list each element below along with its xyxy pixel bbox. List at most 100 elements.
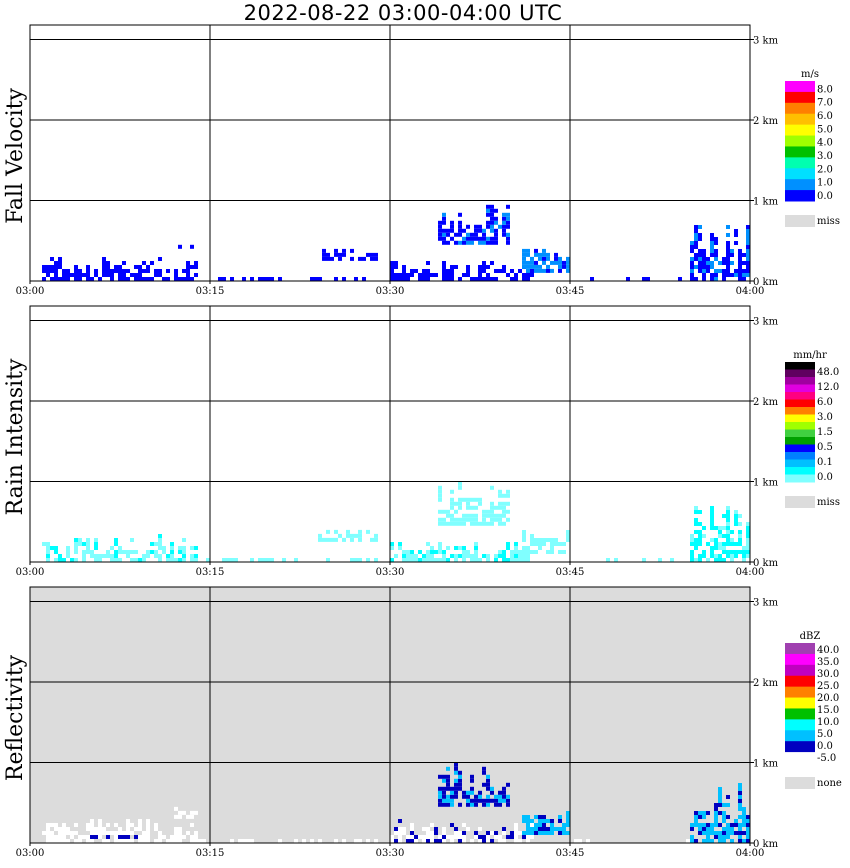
echo-cell [426, 558, 430, 562]
echo-cell [566, 260, 570, 265]
colorbar-swatch [785, 664, 815, 677]
echo-cell [450, 497, 454, 502]
echo-cell [438, 794, 442, 799]
echo-cell [746, 241, 750, 245]
echo-cell [82, 550, 86, 554]
echo-cell [562, 260, 566, 265]
echo-cell [458, 774, 462, 779]
echo-cell [474, 554, 478, 558]
x-tick-label: 03:30 [376, 848, 405, 859]
echo-cell [554, 542, 558, 546]
echo-cell [734, 518, 738, 522]
echo-region [390, 261, 534, 281]
echo-cell [466, 265, 470, 269]
echo-cell [502, 827, 506, 831]
echo-cell [738, 799, 742, 803]
echo-cell [138, 835, 142, 839]
echo-cell [526, 835, 530, 839]
echo-cell [710, 839, 714, 843]
echo-cell [494, 558, 498, 562]
echo-cell [474, 505, 478, 510]
echo-cell [726, 506, 730, 510]
echo-cell [162, 550, 166, 554]
echo-cell [278, 839, 282, 843]
echo-cell [434, 550, 438, 554]
echo-cell [94, 546, 98, 550]
echo-cell [562, 264, 566, 269]
echo-cell [454, 509, 458, 514]
echo-cell [710, 253, 714, 257]
echo-cell [262, 277, 266, 281]
echo-cell [498, 517, 502, 522]
echo-cell [462, 823, 466, 827]
echo-cell [746, 554, 750, 558]
echo-cell [174, 827, 178, 831]
echo-cell [726, 538, 730, 542]
echo-cell [374, 252, 378, 257]
echo-cell [114, 558, 118, 562]
echo-cell [690, 550, 694, 554]
echo-cell [526, 827, 530, 831]
echo-cell [74, 542, 78, 546]
echo-cell [510, 277, 514, 281]
echo-cell [566, 268, 570, 273]
echo-cell [146, 554, 150, 558]
echo-cell [526, 264, 530, 269]
echo-cell [158, 558, 162, 562]
echo-cell [738, 261, 742, 265]
echo-cell [458, 228, 462, 233]
echo-cell [414, 839, 418, 843]
echo-region [522, 811, 570, 835]
echo-cell [430, 550, 434, 554]
echo-cell [702, 277, 706, 281]
echo-cell [358, 558, 362, 562]
echo-cell [54, 823, 58, 827]
echo-cell [438, 542, 442, 546]
echo-cell [170, 554, 174, 558]
echo-cell [498, 839, 502, 843]
echo-cell [334, 252, 338, 257]
echo-cell [554, 538, 558, 542]
echo-cell [178, 244, 182, 249]
echo-cell [426, 839, 430, 843]
echo-cell [690, 261, 694, 265]
echo-cell [698, 257, 702, 261]
echo-cell [558, 827, 562, 831]
echo-cell [82, 835, 86, 839]
echo-cell [482, 265, 486, 269]
echo-cell [146, 827, 150, 831]
echo-cell [538, 252, 542, 257]
colorbar-swatch [785, 384, 815, 393]
echo-cell [402, 554, 406, 558]
echo-cell [586, 839, 590, 843]
echo-cell [714, 249, 718, 253]
echo-cell [454, 794, 458, 799]
echo-cell [478, 228, 482, 233]
echo-cell [66, 550, 70, 554]
echo-cell [46, 831, 50, 835]
echo-cell [446, 774, 450, 779]
colorbar-label: 5.0 [817, 729, 833, 740]
echo-cell [502, 501, 506, 506]
echo-cell [746, 257, 750, 261]
echo-cell [78, 273, 82, 277]
echo-cell [50, 265, 54, 269]
echo-region [438, 481, 510, 526]
echo-cell [722, 257, 726, 261]
colorbar-swatch [785, 362, 815, 370]
y-tick-label: 3 km [753, 36, 779, 47]
echo-cell [498, 505, 502, 510]
echo-cell [538, 256, 542, 261]
echo-cell [722, 550, 726, 554]
echo-cell [502, 794, 506, 799]
echo-cell [174, 814, 178, 819]
echo-cell [482, 228, 486, 233]
echo-cell [478, 501, 482, 506]
echo-cell [566, 823, 570, 827]
colorbar-swatch [785, 407, 815, 415]
echo-cell [106, 823, 110, 827]
echo-cell [534, 264, 538, 269]
echo-cell [698, 522, 702, 526]
echo-cell [710, 277, 714, 281]
echo-cell [730, 554, 734, 558]
